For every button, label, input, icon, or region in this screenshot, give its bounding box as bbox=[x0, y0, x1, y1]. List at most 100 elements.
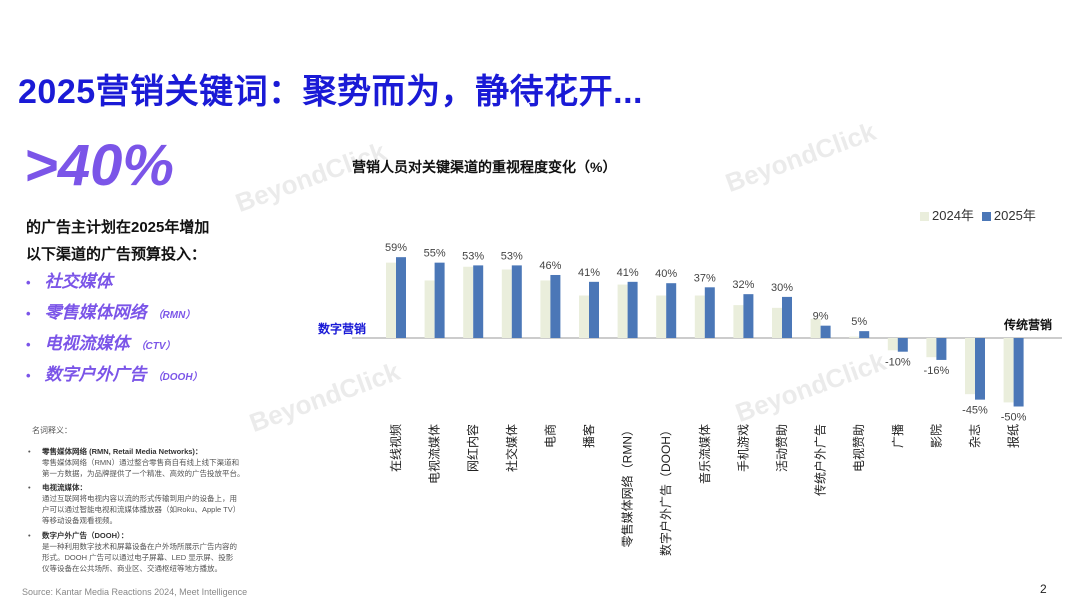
legend-label: 2025年 bbox=[993, 208, 1036, 223]
bar-2025 bbox=[743, 294, 754, 338]
group-label-traditional: 传统营销 bbox=[1004, 318, 1053, 332]
data-label: 53% bbox=[501, 250, 523, 262]
bar-2024 bbox=[810, 318, 821, 338]
channel-list: • 社交媒体 • 零售媒体网络 （RMN） • 电视流媒体 （CTV） • 数字户外广告 （D… bbox=[26, 266, 203, 390]
data-label: 9% bbox=[813, 311, 829, 323]
glossary-line: 户可以通过智能电视和流媒体播放器（如Roku、Apple TV） bbox=[42, 505, 241, 514]
legend-swatch bbox=[920, 212, 929, 222]
intro-line-2: 以下渠道的广告预算投入： bbox=[26, 246, 207, 263]
data-label: 55% bbox=[424, 248, 446, 260]
glossary-head: 数字户外广告（DOOH）： bbox=[42, 531, 129, 540]
bar-2024 bbox=[463, 266, 474, 338]
glossary-title: 名词释义： bbox=[32, 426, 72, 435]
intro-line-1: 的广告主计划在2025年增加 bbox=[26, 219, 210, 236]
bullet-icon: • bbox=[26, 337, 31, 353]
page-title: 2025营销关键词：聚势而为，静待花开... bbox=[18, 73, 643, 111]
glossary-line: 第一方数据，为品牌提供了一个精准、高效的广告投放平台。 bbox=[42, 469, 245, 478]
data-label: 5% bbox=[851, 316, 867, 328]
bar-2025 bbox=[511, 265, 522, 338]
bar-2025 bbox=[666, 283, 677, 338]
bullet-icon: • bbox=[26, 368, 31, 384]
channel-item: • 数字户外广告 （DOOH） bbox=[26, 359, 203, 390]
source-note: Source: Kantar Media Reactions 2024, Mee… bbox=[22, 587, 248, 597]
bar-2025 bbox=[550, 274, 561, 338]
bar-2025 bbox=[589, 281, 599, 338]
bar-2024 bbox=[617, 284, 628, 338]
bar-2025 bbox=[434, 262, 445, 338]
category-label: 电视赞助 bbox=[851, 424, 866, 472]
data-label: 59% bbox=[385, 242, 407, 254]
bar-2025 bbox=[1013, 338, 1024, 407]
bar-2024 bbox=[540, 280, 551, 338]
glossary-line: 零售媒体网络（RMN）通过整合零售商自有线上线下渠道和 bbox=[42, 458, 240, 467]
bar-2024 bbox=[965, 338, 975, 395]
glossary-head: 电视流媒体： bbox=[42, 483, 87, 492]
bar-2025 bbox=[704, 287, 715, 338]
data-label: 46% bbox=[539, 260, 561, 272]
category-label: 零售媒体网络（RMN） bbox=[620, 424, 635, 547]
chart-title: 营销人员对关键渠道的重视程度变化（%） bbox=[352, 159, 617, 175]
legend-swatch bbox=[981, 212, 991, 222]
category-label: 社交媒体 bbox=[504, 424, 519, 472]
bullet-icon: • bbox=[26, 306, 31, 322]
bar-2024 bbox=[424, 280, 435, 338]
category-label: 数字户外广告（DOOH） bbox=[658, 424, 673, 556]
bar-2025 bbox=[782, 296, 792, 338]
category-label: 网红内容 bbox=[465, 424, 480, 472]
channel-item: • 社交媒体 bbox=[26, 266, 203, 297]
bar-2024 bbox=[733, 305, 744, 338]
channel-label: 数字户外广告 bbox=[44, 365, 147, 384]
bar-2025 bbox=[396, 257, 406, 338]
category-label: 播客 bbox=[581, 424, 596, 448]
group-label-digital: 数字营销 bbox=[318, 322, 367, 336]
glossary-line: 等移动设备观看视频。 bbox=[42, 516, 117, 525]
data-label: -16% bbox=[924, 365, 950, 377]
bar-2024 bbox=[1003, 338, 1014, 403]
category-label: 手机游戏 bbox=[736, 424, 750, 472]
channel-item: • 电视流媒体 （CTV） bbox=[26, 328, 203, 359]
legend-label: 2024年 bbox=[932, 208, 974, 223]
category-label: 电商 bbox=[542, 424, 557, 448]
glossary-line: 仪等设备在公共场所、商业区、交通枢纽等地方播放。 bbox=[42, 564, 222, 573]
data-label: 40% bbox=[655, 268, 677, 280]
bar-2025 bbox=[936, 338, 947, 360]
bar-2025 bbox=[627, 281, 638, 338]
channel-abbr: （DOOH） bbox=[152, 372, 203, 383]
bar-2025 bbox=[859, 331, 870, 338]
channel-abbr: （CTV） bbox=[135, 341, 176, 352]
bar-2024 bbox=[501, 269, 512, 338]
channel-label: 社交媒体 bbox=[44, 272, 113, 291]
data-label: -10% bbox=[885, 357, 911, 369]
channel-abbr: （RMN） bbox=[152, 310, 196, 321]
category-label: 活动赞助 bbox=[775, 424, 789, 472]
legend-item-2025: 2025年 bbox=[981, 205, 1036, 224]
data-label: 30% bbox=[771, 282, 793, 294]
glossary-head: 零售媒体网络 (RMN, Retail Media Networks)： bbox=[42, 447, 203, 456]
glossary-line: 是一种利用数字技术和屏幕设备在户外场所展示广告内容的 bbox=[42, 542, 237, 551]
bullet-icon: • bbox=[26, 275, 31, 291]
glossary-line: 通过互联网将电视内容以流的形式传输到用户的设备上，用 bbox=[42, 494, 237, 503]
page-number: 2 bbox=[1040, 582, 1047, 596]
category-label: 在线视频 bbox=[388, 424, 403, 472]
data-label: 37% bbox=[694, 272, 716, 284]
bar-2024 bbox=[849, 336, 860, 338]
data-label: -50% bbox=[1001, 412, 1027, 424]
bar-2025 bbox=[975, 338, 985, 400]
intro-text: 的广告主计划在2025年增加 以下渠道的广告预算投入： bbox=[26, 214, 209, 268]
bar-2025 bbox=[473, 265, 484, 338]
bullet-icon: • bbox=[28, 483, 31, 492]
data-label: 41% bbox=[578, 267, 600, 279]
channel-item: • 零售媒体网络 （RMN） bbox=[26, 297, 203, 328]
category-label: 广播 bbox=[891, 424, 905, 448]
bar-2024 bbox=[579, 295, 589, 338]
bullet-icon: • bbox=[28, 447, 31, 456]
bar-2025 bbox=[897, 338, 908, 352]
big-stat: >40% bbox=[24, 133, 174, 198]
category-label: 传统户外广告 bbox=[813, 424, 828, 496]
bar-2024 bbox=[772, 307, 782, 338]
glossary-item-ctv: • 电视流媒体： 通过互联网将电视内容以流的形式传输到用户的设备上，用 户可以通… bbox=[28, 482, 282, 526]
category-label: 报纸 bbox=[1006, 424, 1021, 448]
bar-2024 bbox=[694, 295, 705, 338]
bar-2025 bbox=[820, 325, 831, 338]
